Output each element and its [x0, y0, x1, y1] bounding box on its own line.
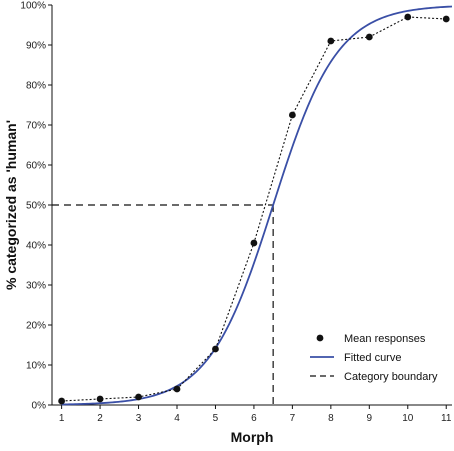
x-tick-label: 2 — [97, 413, 103, 424]
x-tick-label: 6 — [251, 413, 257, 424]
data-point — [212, 345, 219, 353]
y-tick-label: 30% — [26, 281, 46, 292]
data-point — [288, 111, 296, 119]
data-point — [173, 385, 181, 393]
x-axis-title: Morph — [231, 429, 274, 445]
legend-label: Mean responses — [344, 333, 426, 345]
x-tick-label: 5 — [213, 413, 219, 424]
y-tick-label: 40% — [26, 241, 46, 252]
category-boundary — [52, 204, 274, 405]
y-tick-label: 50% — [26, 201, 46, 212]
y-tick-label: 20% — [26, 321, 46, 332]
y-axis-title: % categorized as 'human' — [3, 120, 19, 290]
data-point — [58, 397, 66, 405]
data-point — [250, 239, 258, 247]
fitted-curve — [61, 5, 453, 406]
ticks: 0% 10% 20% 30% 40% 50% 60% 70% 80% 90% 100% 1 2 3 4 5 6 7… — [20, 1, 451, 425]
y-tick-label: 60% — [26, 161, 46, 172]
y-tick-label: 70% — [26, 121, 46, 132]
data-point — [327, 37, 335, 45]
fitted-curve-group — [61, 5, 453, 406]
x-tick-label: 4 — [174, 413, 180, 424]
data-point — [442, 15, 450, 23]
data-point — [135, 393, 142, 401]
data-point — [96, 395, 104, 403]
y-tick-label: 90% — [26, 41, 46, 52]
x-tick-label: 11 — [441, 413, 452, 424]
data-point — [365, 33, 373, 41]
legend-label: Fitted curve — [344, 352, 401, 364]
y-tick-label: 80% — [26, 81, 46, 92]
x-tick-label: 1 — [59, 413, 65, 424]
x-tick-label: 10 — [402, 413, 414, 424]
mean-responses-group — [58, 13, 450, 405]
x-tick-label: 3 — [136, 413, 142, 424]
x-tick-label: 8 — [328, 413, 334, 424]
legend: Mean responses Fitted curve Category bound… — [310, 333, 438, 383]
x-tick-label: 7 — [290, 413, 296, 424]
data-point — [404, 13, 412, 21]
legend-marker-mean-responses — [316, 334, 324, 342]
y-tick-label: 100% — [20, 1, 46, 12]
x-tick-label: 9 — [367, 413, 373, 424]
y-tick-label: 10% — [26, 361, 46, 372]
legend-label: Category boundary — [344, 371, 438, 383]
y-tick-label: 0% — [32, 401, 47, 412]
